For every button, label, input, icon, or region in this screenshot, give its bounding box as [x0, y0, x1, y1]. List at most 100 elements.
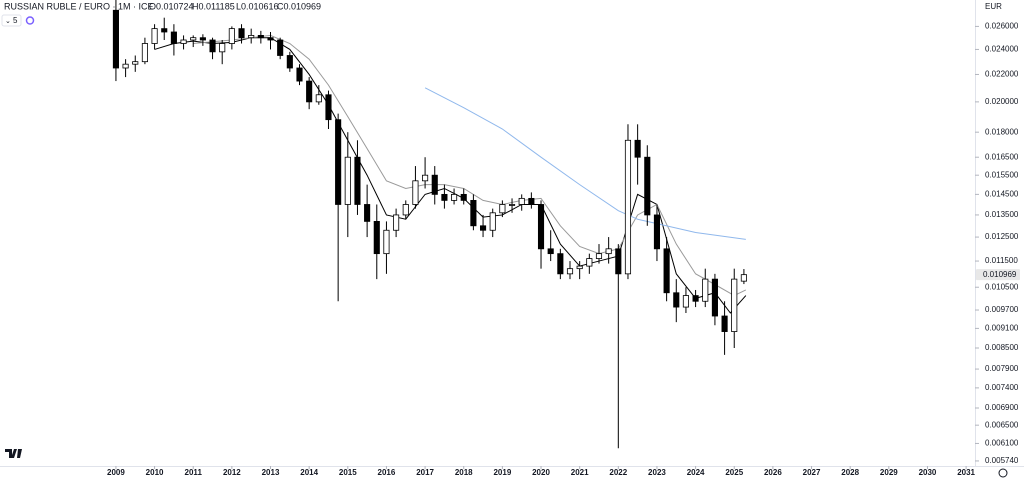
- settings-button[interactable]: [998, 468, 1008, 478]
- candle-body: [344, 156, 351, 205]
- ohlc-high: H0.011185: [192, 1, 235, 11]
- candle-body: [624, 139, 632, 275]
- y-tick-label: 0.009700: [985, 305, 1019, 314]
- candle-body: [315, 94, 322, 103]
- candle-body: [566, 268, 574, 275]
- x-tick-label: 2019: [493, 468, 511, 477]
- candle-body: [267, 37, 274, 41]
- candle-body: [132, 61, 139, 65]
- candle-body: [412, 180, 419, 205]
- y-tick-label: 0.013500: [985, 210, 1019, 219]
- candle-body: [180, 39, 187, 44]
- x-tick-label: 2015: [339, 468, 357, 477]
- ohlc-low: L0.010616: [236, 1, 279, 11]
- y-tick-label: 0.020000: [985, 97, 1019, 106]
- x-tick-label: 2018: [455, 468, 473, 477]
- candle-body: [644, 156, 651, 216]
- candle-body: [286, 55, 293, 69]
- x-tick-label: 2025: [725, 468, 743, 477]
- x-tick-label: 2009: [107, 468, 125, 477]
- x-tick-label: 2011: [185, 468, 203, 477]
- candle-body: [557, 253, 564, 275]
- x-tick-label: 2026: [764, 468, 782, 477]
- y-tick-label: 0.005740: [985, 456, 1019, 465]
- candle-body: [740, 274, 747, 282]
- x-tick-label: 2024: [687, 468, 705, 477]
- candle-body: [528, 197, 535, 205]
- candle-body: [595, 253, 603, 259]
- x-tick-label: 2014: [300, 468, 318, 477]
- candle-body: [209, 39, 216, 53]
- candle-body: [219, 43, 226, 53]
- x-tick-label: 2023: [648, 468, 666, 477]
- candle-body: [721, 315, 728, 332]
- candle-body: [373, 221, 380, 255]
- x-tick-label: 2022: [609, 468, 627, 477]
- candle-body: [422, 174, 429, 182]
- candle-body: [402, 204, 409, 216]
- candle-body: [470, 199, 477, 227]
- y-tick-label: 0.018000: [985, 127, 1019, 136]
- indicator-count: 5: [13, 16, 18, 25]
- y-tick-label: 0.015500: [985, 170, 1019, 179]
- candle-body: [393, 214, 400, 231]
- y-tick-label: 0.006100: [985, 439, 1019, 448]
- candle-body: [702, 278, 709, 302]
- candle-body: [586, 258, 593, 267]
- indicator-icon[interactable]: [25, 16, 35, 25]
- candle-body: [141, 43, 148, 63]
- y-tick-label: 0.026000: [985, 22, 1019, 31]
- candle-body: [383, 229, 390, 255]
- candle-body: [460, 193, 467, 201]
- candle-body: [605, 248, 612, 255]
- y-tick-label: 0.014500: [985, 189, 1019, 198]
- x-tick-label: 2016: [378, 468, 396, 477]
- y-tick-label: 0.009100: [985, 324, 1019, 333]
- candle-body: [248, 34, 255, 39]
- candle-body: [479, 225, 487, 231]
- candle-body: [257, 34, 264, 39]
- candle-body: [190, 37, 197, 41]
- indicator-toggle[interactable]: [1, 14, 22, 27]
- candle-body: [576, 265, 583, 270]
- candle-body: [306, 80, 313, 103]
- candle-body: [615, 248, 622, 275]
- candle-body: [199, 37, 206, 41]
- candle-body: [508, 204, 516, 206]
- candle-body: [161, 28, 168, 33]
- x-tick-label: 2010: [146, 468, 164, 477]
- candle-body: [653, 214, 661, 250]
- moving-average: [424, 87, 746, 240]
- y-tick-label: 0.011500: [985, 256, 1018, 265]
- candle-body: [151, 28, 158, 44]
- candle-body: [354, 156, 361, 205]
- candle-body: [451, 193, 458, 201]
- ohlc-close: C0.010969: [277, 1, 321, 11]
- candle-body: [489, 212, 496, 231]
- moving-average: [154, 37, 747, 314]
- currency-label[interactable]: EUR: [985, 2, 1002, 11]
- candle-body: [364, 204, 371, 222]
- candle-body: [277, 39, 284, 56]
- y-tick-label: 0.007400: [985, 383, 1019, 392]
- y-tick-label: 0.024000: [985, 45, 1019, 54]
- candle-body: [547, 248, 554, 255]
- x-tick-label: 2028: [841, 468, 859, 477]
- candle-body: [673, 292, 680, 308]
- candle-body: [122, 63, 129, 69]
- candle-body: [499, 204, 506, 214]
- y-tick-label: 0.012500: [985, 232, 1019, 241]
- x-tick-label: 2013: [262, 468, 280, 477]
- candle-body: [296, 67, 303, 82]
- y-tick-label: 0.008500: [985, 343, 1019, 352]
- candle-body: [228, 28, 235, 44]
- candle-body: [692, 295, 699, 302]
- candle-body: [325, 94, 332, 121]
- x-tick-label: 2030: [919, 468, 937, 477]
- candle-body: [238, 28, 245, 39]
- candle-body: [335, 119, 342, 205]
- candle-body: [711, 278, 718, 317]
- y-tick-label: 0.006900: [985, 403, 1019, 412]
- y-tick-label: 0.006500: [985, 420, 1019, 429]
